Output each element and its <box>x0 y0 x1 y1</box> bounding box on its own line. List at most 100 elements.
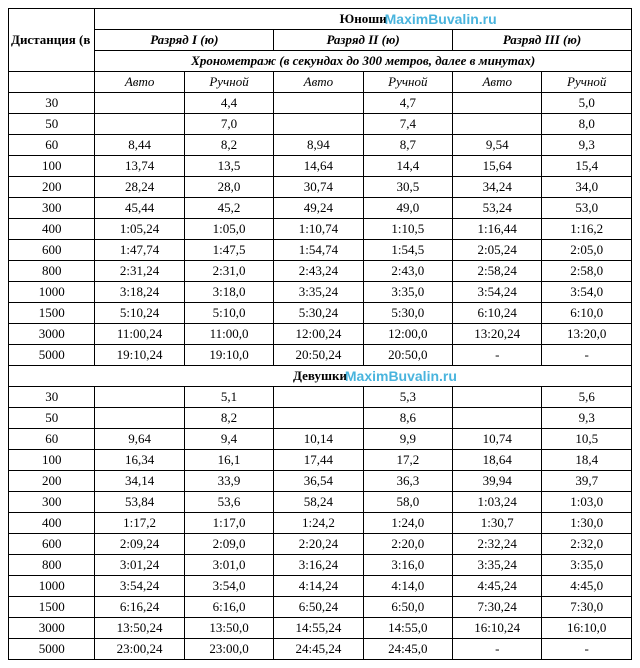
value-cell: 7:30,24 <box>453 597 542 618</box>
value-cell: 8,2 <box>184 135 273 156</box>
value-cell <box>274 408 363 429</box>
value-cell: 1:30,0 <box>542 513 632 534</box>
value-cell: 28,0 <box>184 177 273 198</box>
value-cell: 19:10,24 <box>95 345 184 366</box>
value-cell: 1:54,5 <box>363 240 452 261</box>
distance-cell: 30 <box>9 93 95 114</box>
value-cell: 13:50,0 <box>184 618 273 639</box>
value-cell: 23:00,0 <box>184 639 273 660</box>
value-cell: 15,4 <box>542 156 632 177</box>
value-cell: 8,6 <box>363 408 452 429</box>
header-timing-note: Хронометраж (в секундах до 300 метров, д… <box>95 51 632 72</box>
value-cell: 16,34 <box>95 450 184 471</box>
value-cell: 1:05,0 <box>184 219 273 240</box>
value-cell: 53,6 <box>184 492 273 513</box>
value-cell: 2:05,24 <box>453 240 542 261</box>
value-cell: 2:43,0 <box>363 261 452 282</box>
distance-cell: 1000 <box>9 576 95 597</box>
value-cell: 1:17,0 <box>184 513 273 534</box>
value-cell: 34,0 <box>542 177 632 198</box>
value-cell: 2:09,24 <box>95 534 184 555</box>
distance-cell: 5000 <box>9 345 95 366</box>
value-cell: 6:10,0 <box>542 303 632 324</box>
header-manual: Ручной <box>184 72 273 93</box>
value-cell: 3:54,0 <box>542 282 632 303</box>
header-auto: Авто <box>453 72 542 93</box>
value-cell: 11:00,24 <box>95 324 184 345</box>
value-cell: 10,74 <box>453 429 542 450</box>
value-cell <box>95 387 184 408</box>
watermark-text: MaximBuvalin.ru <box>345 368 457 384</box>
value-cell: 1:10,74 <box>274 219 363 240</box>
value-cell: 1:47,74 <box>95 240 184 261</box>
value-cell: 53,84 <box>95 492 184 513</box>
section-title: ЮношиMaximBuvalin.ru <box>95 9 632 30</box>
value-cell: 53,24 <box>453 198 542 219</box>
value-cell: 1:16,44 <box>453 219 542 240</box>
value-cell: 17,44 <box>274 450 363 471</box>
value-cell: 5:10,0 <box>184 303 273 324</box>
value-cell: 14:55,24 <box>274 618 363 639</box>
value-cell: 1:03,24 <box>453 492 542 513</box>
value-cell: 33,9 <box>184 471 273 492</box>
value-cell: 20:50,24 <box>274 345 363 366</box>
value-cell: 4:14,24 <box>274 576 363 597</box>
value-cell: 5,6 <box>542 387 632 408</box>
value-cell: 6:10,24 <box>453 303 542 324</box>
value-cell: 30,74 <box>274 177 363 198</box>
distance-cell: 60 <box>9 135 95 156</box>
value-cell: 49,0 <box>363 198 452 219</box>
value-cell: 13,5 <box>184 156 273 177</box>
distance-cell: 100 <box>9 156 95 177</box>
value-cell: 9,3 <box>542 135 632 156</box>
value-cell: 1:16,2 <box>542 219 632 240</box>
distance-cell: 5000 <box>9 639 95 660</box>
value-cell: 12:00,24 <box>274 324 363 345</box>
value-cell: 2:43,24 <box>274 261 363 282</box>
value-cell: 4:14,0 <box>363 576 452 597</box>
value-cell: 24:45,24 <box>274 639 363 660</box>
value-cell: 8,0 <box>542 114 632 135</box>
value-cell <box>95 114 184 135</box>
value-cell: 5,1 <box>184 387 273 408</box>
distance-cell: 1500 <box>9 597 95 618</box>
value-cell: 5:30,0 <box>363 303 452 324</box>
distance-cell: 200 <box>9 471 95 492</box>
value-cell: - <box>542 345 632 366</box>
value-cell: 3:54,24 <box>453 282 542 303</box>
value-cell: 9,54 <box>453 135 542 156</box>
value-cell: 8,7 <box>363 135 452 156</box>
watermark-text: MaximBuvalin.ru <box>385 11 497 27</box>
distance-cell: 60 <box>9 429 95 450</box>
value-cell: 19:10,0 <box>184 345 273 366</box>
value-cell: 3:18,0 <box>184 282 273 303</box>
value-cell <box>453 114 542 135</box>
value-cell: 8,94 <box>274 135 363 156</box>
value-cell: 12:00,0 <box>363 324 452 345</box>
value-cell: 39,7 <box>542 471 632 492</box>
value-cell: - <box>542 639 632 660</box>
value-cell: 5:30,24 <box>274 303 363 324</box>
value-cell: 2:20,24 <box>274 534 363 555</box>
value-cell: 3:01,0 <box>184 555 273 576</box>
distance-cell: 3000 <box>9 324 95 345</box>
section-title-text: Юноши <box>340 11 387 26</box>
value-cell: 1:17,2 <box>95 513 184 534</box>
value-cell: 16,1 <box>184 450 273 471</box>
value-cell <box>274 114 363 135</box>
value-cell <box>95 408 184 429</box>
value-cell: 3:18,24 <box>95 282 184 303</box>
distance-cell: 200 <box>9 177 95 198</box>
distance-cell: 30 <box>9 387 95 408</box>
header-rank-2: Разряд II (ю) <box>274 30 453 51</box>
distance-cell: 100 <box>9 450 95 471</box>
value-cell: - <box>453 345 542 366</box>
distance-cell: 400 <box>9 513 95 534</box>
value-cell: 9,3 <box>542 408 632 429</box>
value-cell: 17,2 <box>363 450 452 471</box>
distance-cell: 600 <box>9 240 95 261</box>
header-rank-3: Разряд III (ю) <box>453 30 632 51</box>
value-cell: 2:32,24 <box>453 534 542 555</box>
value-cell: 36,3 <box>363 471 452 492</box>
value-cell: 3:35,0 <box>542 555 632 576</box>
